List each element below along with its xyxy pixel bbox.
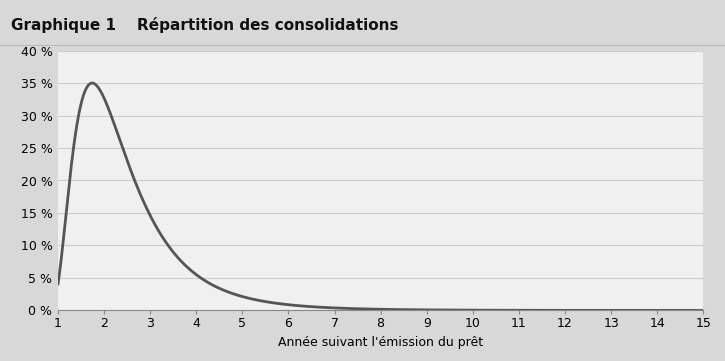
Text: Graphique 1    Répartition des consolidations: Graphique 1 Répartition des consolidatio… — [11, 17, 398, 33]
X-axis label: Année suivant l'émission du prêt: Année suivant l'émission du prêt — [278, 336, 483, 349]
